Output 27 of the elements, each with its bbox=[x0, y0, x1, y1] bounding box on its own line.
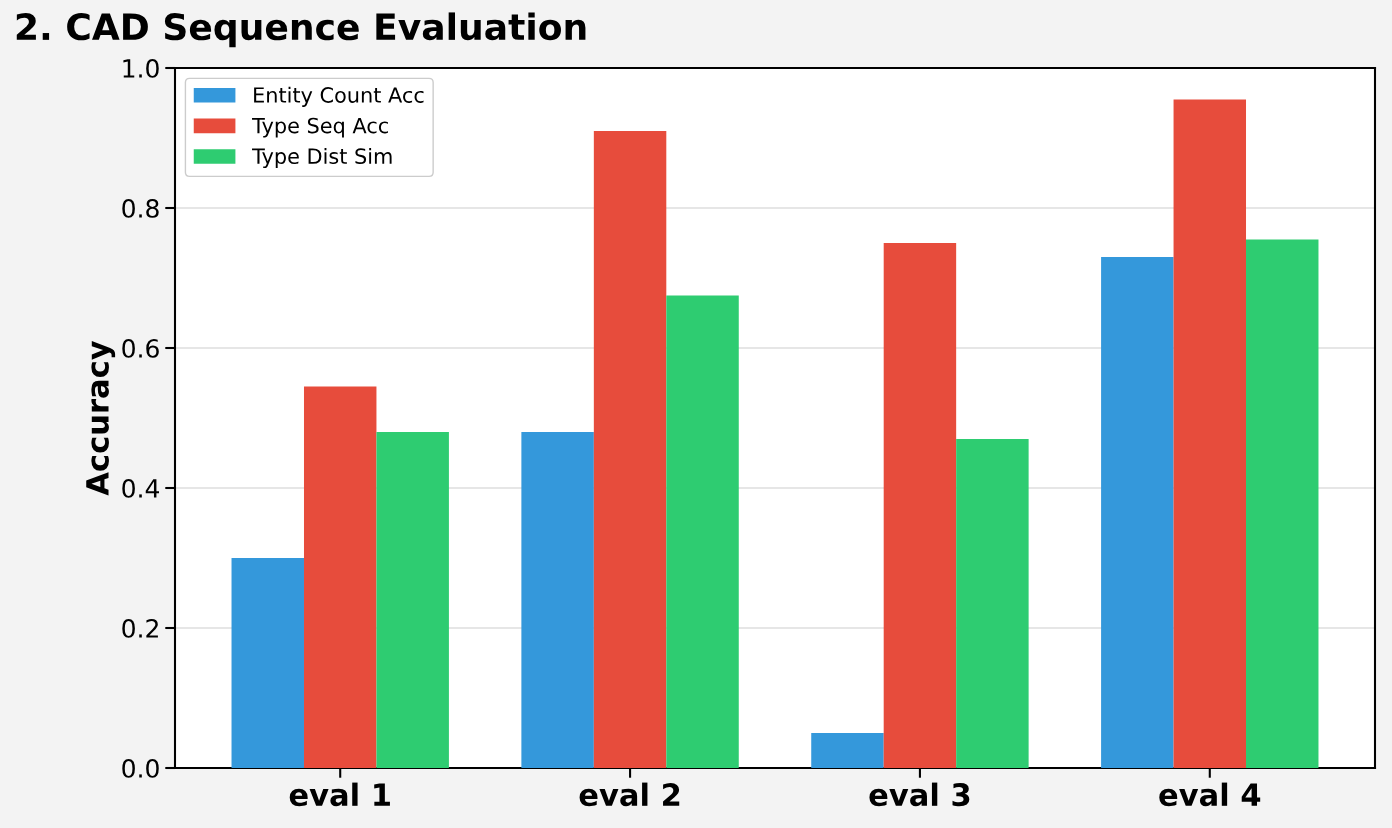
bar bbox=[231, 558, 304, 768]
y-tick-label: 0.2 bbox=[122, 618, 158, 638]
bar bbox=[1101, 257, 1174, 768]
bar bbox=[521, 432, 594, 768]
y-tick-label: 0.4 bbox=[122, 478, 160, 498]
legend-label: Type Seq Acc bbox=[252, 117, 388, 138]
x-tick-label: eval 2 bbox=[579, 782, 680, 807]
bar bbox=[666, 295, 739, 768]
y-tick-label: 0.0 bbox=[122, 758, 159, 778]
x-tick-label: eval 1 bbox=[289, 782, 390, 807]
bar bbox=[811, 733, 884, 768]
chart-title: 2. CAD Sequence Evaluation bbox=[16, 12, 586, 48]
bar bbox=[883, 243, 957, 768]
x-tick-label: eval 3 bbox=[869, 782, 970, 807]
y-axis-title: Accuracy bbox=[86, 340, 116, 496]
bar bbox=[1246, 239, 1319, 768]
bar bbox=[956, 439, 1029, 768]
bar bbox=[1173, 99, 1247, 768]
bar bbox=[593, 131, 667, 768]
bar bbox=[303, 386, 377, 768]
legend-label: Entity Count Acc bbox=[254, 86, 424, 107]
bar bbox=[376, 432, 449, 768]
y-tick-label: 1.0 bbox=[123, 58, 159, 78]
y-tick-label: 0.6 bbox=[122, 338, 159, 358]
x-tick-label: eval 4 bbox=[1159, 782, 1261, 807]
y-tick-label: 0.8 bbox=[122, 198, 159, 218]
legend-label: Type Dist Sim bbox=[252, 147, 392, 169]
